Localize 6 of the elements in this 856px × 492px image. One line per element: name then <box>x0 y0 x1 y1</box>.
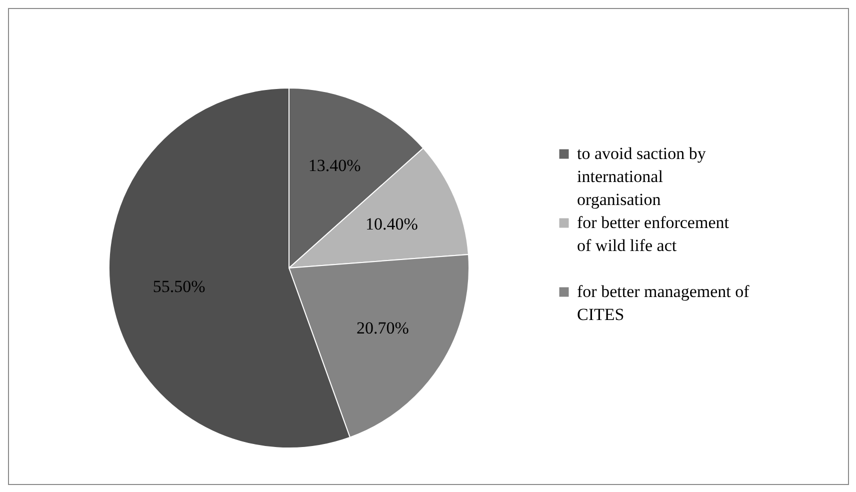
data-label: 20.70% <box>356 318 409 338</box>
data-label: 10.40% <box>365 214 418 234</box>
data-label: 55.50% <box>152 277 206 296</box>
legend-label: for better enforcement of wild life act <box>577 213 730 255</box>
data-label: 13.40% <box>308 156 361 176</box>
legend-label: for better management of CITES <box>577 282 750 324</box>
